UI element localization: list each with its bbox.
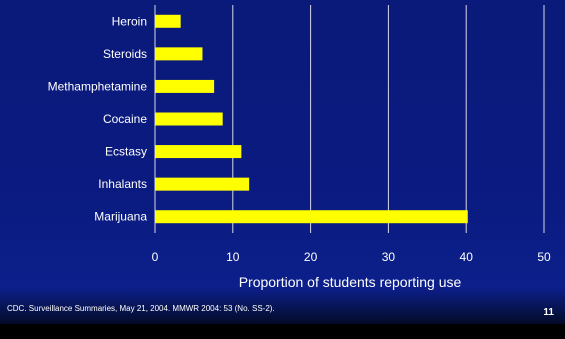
bar-heroin <box>155 15 181 28</box>
category-label-steroids: Steroids <box>103 47 147 61</box>
x-tick-20: 20 <box>304 250 318 264</box>
bar-steroids <box>155 47 202 60</box>
x-tick-30: 30 <box>382 250 396 264</box>
bottom-band <box>0 324 565 339</box>
bar-inhalants <box>155 178 249 191</box>
bar-cocaine <box>155 113 223 126</box>
x-tick-50: 50 <box>537 250 551 264</box>
category-label-ecstasy: Ecstasy <box>105 145 147 159</box>
bar-ecstasy <box>155 145 241 158</box>
citation: CDC. Surveillance Summaries, May 21, 200… <box>7 304 275 313</box>
bar-methamphetamine <box>155 80 214 93</box>
category-label-cocaine: Cocaine <box>103 112 147 126</box>
x-tick-10: 10 <box>226 250 240 264</box>
category-label-inhalants: Inhalants <box>98 177 147 191</box>
slide-number: 11 <box>543 307 554 318</box>
category-label-marijuana: Marijuana <box>94 210 147 224</box>
bar-marijuana <box>155 210 468 223</box>
category-labels: Heroin Steroids Methamphetamine Cocaine Ecst… <box>48 14 148 223</box>
x-tick-labels: 0 10 20 30 40 50 <box>152 250 551 264</box>
category-label-heroin: Heroin <box>112 14 147 28</box>
category-label-methamphetamine: Methamphetamine <box>48 79 148 93</box>
x-tick-0: 0 <box>152 250 159 264</box>
x-tick-40: 40 <box>460 250 474 264</box>
x-axis-title: Proportion of students reporting use <box>239 274 462 290</box>
bars <box>155 15 468 223</box>
